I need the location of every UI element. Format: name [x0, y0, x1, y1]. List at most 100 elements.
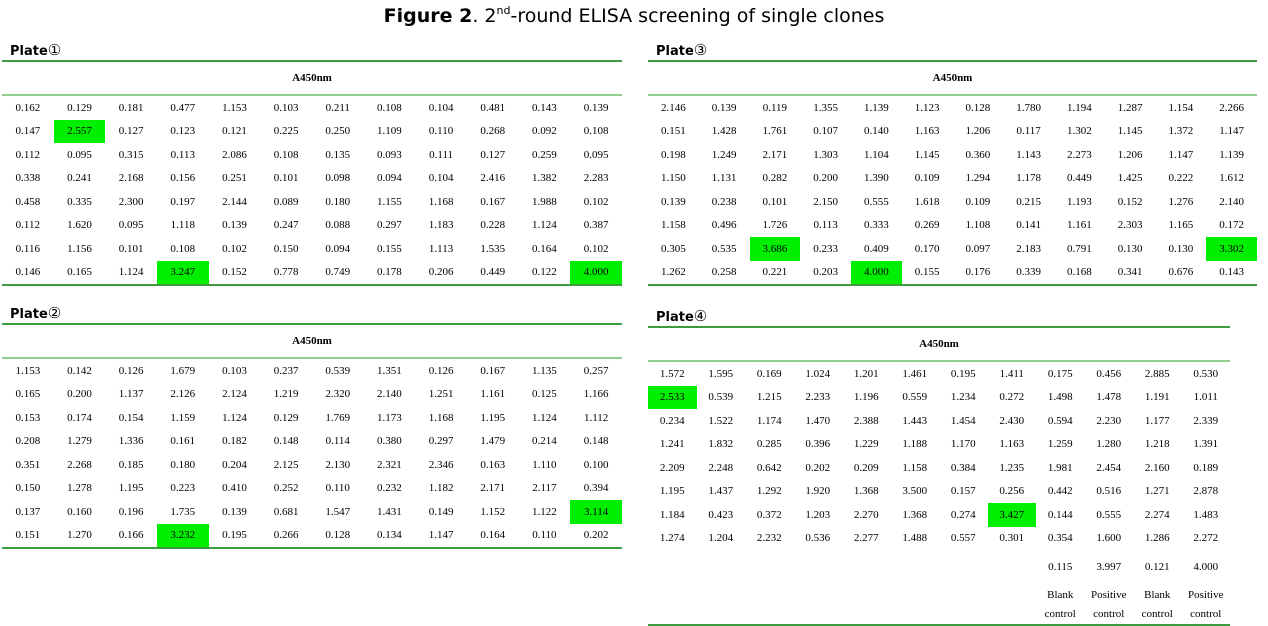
well-cell: 1.303: [813, 148, 838, 161]
empty-cell: [939, 550, 988, 584]
table-row: 0.305 0.535 3.686 0.233 0.409 0.170 0.097 2.183…: [648, 237, 1257, 261]
well-cell: 1.274: [659, 532, 685, 545]
well-cell: 2.248: [708, 461, 734, 474]
well-cell: 0.167: [480, 195, 506, 208]
well-cell: 0.268: [480, 125, 506, 138]
well-cell: 1.108: [965, 219, 991, 232]
well-cell: 1.182: [428, 482, 454, 495]
well-cell: 1.124: [222, 411, 247, 424]
well-cell: 0.098: [325, 172, 351, 185]
well-cell: 0.225: [273, 125, 299, 138]
well-cell: 1.287: [1117, 101, 1143, 114]
well-cell: 0.102: [222, 242, 247, 255]
well-cell: 0.266: [260, 523, 312, 549]
well-cell: 0.372: [756, 508, 782, 521]
well-cell: 1.425: [1117, 172, 1143, 185]
well-cell: 1.147: [1219, 125, 1244, 138]
control-label-line: control: [1190, 608, 1222, 620]
well-cell: 0.555: [864, 195, 889, 208]
well-cell: 0.180: [170, 458, 196, 471]
well-cell: 0.117: [1016, 125, 1041, 138]
well-cell: 1.483: [1193, 508, 1219, 521]
empty-cell: [794, 550, 843, 584]
control-label-cell: Blank control: [1133, 584, 1182, 626]
positive-well-cell: 2.557: [53, 119, 106, 143]
well-cell: 1.153: [15, 364, 41, 377]
well-cell: 0.442: [1047, 485, 1073, 498]
well-cell: 1.769: [325, 411, 351, 424]
well-cell: 0.109: [914, 172, 940, 185]
well-cell: 0.148: [273, 435, 299, 448]
well-cell: 0.112: [15, 148, 40, 161]
positive-well-cell: 4.000: [851, 260, 902, 286]
figure-title-sup: nd: [496, 4, 511, 17]
well-cell: 0.642: [756, 461, 782, 474]
well-cell: 0.147: [15, 125, 41, 138]
well-cell: 0.095: [118, 219, 144, 232]
well-cell: 1.292: [756, 485, 782, 498]
table-row: 0.112 1.620 0.095 1.118 0.139 0.247 0.088 0.297…: [2, 214, 622, 238]
empty-cell: [890, 584, 939, 626]
well-cell: 2.126: [170, 388, 196, 401]
table-row: 1.572 1.595 0.169 1.024 1.201 1.461 0.195 1.411…: [648, 361, 1230, 386]
well-cell: 1.618: [914, 195, 940, 208]
well-cell: 0.113: [813, 219, 838, 232]
figure-title-prefix: . 2: [472, 5, 497, 27]
well-cell: 1.191: [1144, 391, 1170, 404]
well-cell: 1.123: [914, 101, 940, 114]
absorbance-table: A450nm 1.153 0.142 0.126 1.679 0.103 0.237 0.53…: [2, 323, 622, 549]
well-cell: 1.679: [170, 364, 196, 377]
well-cell: 1.109: [377, 125, 402, 138]
well-cell: 1.183: [428, 219, 454, 232]
positive-well-cell: 3.427: [987, 503, 1036, 527]
well-cell: 1.241: [659, 438, 685, 451]
well-cell: 0.102: [583, 195, 609, 208]
well-cell: 0.143: [532, 101, 557, 114]
table-header-a450nm: A450nm: [2, 323, 622, 359]
well-cell: 0.409: [864, 242, 889, 255]
well-cell: 0.122: [518, 260, 571, 286]
well-cell: 0.196: [118, 505, 144, 518]
well-cell: 1.219: [273, 388, 299, 401]
well-cell: 1.177: [1144, 414, 1170, 427]
well-cell: 0.101: [762, 195, 788, 208]
well-cell: 0.285: [756, 438, 782, 451]
table-row: 2.146 0.139 0.119 1.355 1.139 1.123 0.128 1.780…: [648, 95, 1257, 120]
table-row: 1.241 1.832 0.285 0.396 1.229 1.188 1.170 1.163…: [648, 433, 1230, 457]
plate-4: Plate④ A450nm 1.572 1.595 0.169 1.024 1.201 1.4…: [648, 306, 1230, 626]
well-cell: 0.214: [532, 435, 557, 448]
well-cell: 1.461: [902, 367, 928, 380]
well-cell: 1.204: [708, 532, 734, 545]
well-cell: 0.272: [999, 391, 1025, 404]
well-cell: 1.155: [377, 195, 402, 208]
well-cell: 0.174: [67, 411, 92, 424]
well-cell: 0.233: [813, 242, 838, 255]
well-cell: 0.305: [661, 242, 686, 255]
table-row: 0.208 1.279 1.336 0.161 0.182 0.148 0.114 0.380…: [2, 430, 622, 454]
well-cell: 0.167: [480, 364, 506, 377]
well-cell: 1.195: [480, 411, 506, 424]
control-label-cell: Blank control: [1036, 584, 1085, 626]
well-cell: 0.151: [2, 523, 54, 549]
well-cell: 2.168: [118, 172, 144, 185]
positive-well-cell: 3.232: [156, 523, 209, 549]
well-cell: 1.124: [532, 219, 557, 232]
well-cell: 1.920: [805, 485, 831, 498]
well-cell: 1.184: [659, 508, 685, 521]
well-cell: 1.454: [950, 414, 976, 427]
well-cell: 0.108: [273, 148, 299, 161]
empty-cell: [939, 584, 988, 626]
well-cell: 1.218: [1144, 438, 1170, 451]
well-cell: 0.228: [480, 219, 506, 232]
well-cell: 2.183: [1016, 242, 1041, 255]
well-cell: 1.498: [1047, 391, 1073, 404]
well-cell: 1.150: [661, 172, 686, 185]
well-cell: 0.146: [2, 260, 54, 286]
plate-number: ④: [693, 307, 708, 325]
well-cell: 2.086: [222, 148, 247, 161]
well-cell: 0.458: [15, 195, 41, 208]
well-cell: 1.154: [1168, 101, 1194, 114]
well-cell: 1.195: [118, 482, 144, 495]
well-cell: 2.270: [853, 508, 879, 521]
well-cell: 0.301: [999, 532, 1025, 545]
